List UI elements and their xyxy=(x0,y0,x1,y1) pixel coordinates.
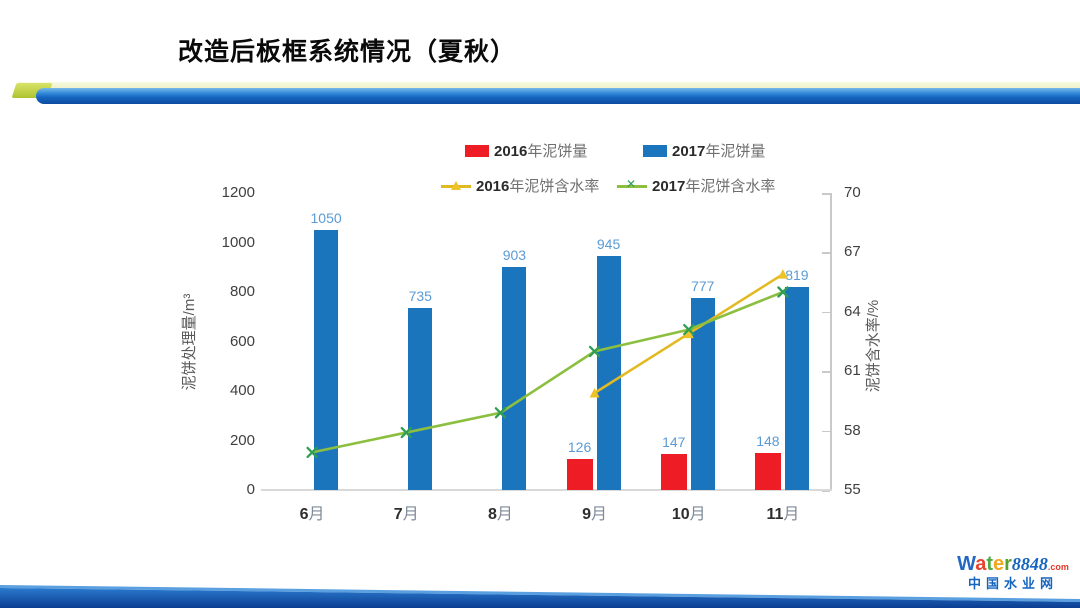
right-axis-tick xyxy=(822,311,830,314)
legend-item-2016年泥饼含水率: 2016年泥饼含水率 xyxy=(441,175,599,196)
legend-label: 2016年泥饼含水率 xyxy=(476,178,600,195)
bar-2016年泥饼量-11月 xyxy=(754,453,781,490)
combo-chart: 0 200 400 600 800 1000 1200 55 58 61 64 67 70 泥饼处理量/m… xyxy=(165,128,895,528)
right-axis-tick xyxy=(822,371,830,373)
legend-line-icon xyxy=(441,179,471,193)
x-axis-label: 7月 xyxy=(393,506,419,523)
left-axis-tick-label: 1000 xyxy=(221,233,255,251)
right-axis-tick-label: 58 xyxy=(844,421,861,439)
x-axis-label: 11月 xyxy=(766,506,800,523)
x-axis-label: 9月 xyxy=(582,506,608,523)
bar-value-label: 1050 xyxy=(310,210,342,227)
legend-label: 2016年泥饼量 xyxy=(494,143,588,160)
logo-dot-com: .com xyxy=(1047,562,1069,572)
legend-swatch xyxy=(643,144,667,157)
legend-label: 2017年泥饼量 xyxy=(672,143,766,160)
legend-item-2017年泥饼含水率: ✕ 2017年泥饼含水率 xyxy=(617,175,775,196)
bar-2017年泥饼量-11月 xyxy=(784,287,809,490)
bar-value-label: 903 xyxy=(502,246,527,263)
divider-yellow-strip xyxy=(18,82,1080,91)
bar-2017年泥饼量-9月 xyxy=(596,256,621,490)
logo-letter: W xyxy=(957,553,976,575)
page-title: 改造后板框系统情况（夏秋） xyxy=(178,39,517,66)
x-axis-label: 6月 xyxy=(299,506,325,523)
right-axis-tick xyxy=(822,430,830,433)
legend-swatch xyxy=(465,144,489,157)
left-axis-tick-label: 1200 xyxy=(221,184,255,201)
bar-2016年泥饼量-9月 xyxy=(566,458,593,490)
logo-subtitle: 中国水业网 xyxy=(967,576,1058,591)
bar-2017年泥饼量-10月 xyxy=(690,297,715,490)
left-axis-tick-label: 400 xyxy=(229,382,255,399)
divider-blue-bar xyxy=(36,88,1080,104)
right-axis-tick xyxy=(822,193,830,195)
right-axis-tick-label: 67 xyxy=(844,243,861,261)
logo-letter: e xyxy=(993,553,1005,575)
water8848-logo: Water8848.com 中国水业网 xyxy=(948,554,1078,591)
legend-item-2016年泥饼量: 2016年泥饼量 xyxy=(465,140,587,161)
x-axis-label: 8月 xyxy=(487,506,513,523)
bar-2016年泥饼量-10月 xyxy=(660,453,687,490)
bar-value-label: 777 xyxy=(691,277,715,294)
bar-2017年泥饼量-7月 xyxy=(408,308,433,490)
bar-2017年泥饼量-6月 xyxy=(314,230,339,490)
right-axis-tick-label: 55 xyxy=(844,481,861,498)
bar-value-label: 819 xyxy=(785,267,809,284)
bar-2017年泥饼量-8月 xyxy=(502,266,527,490)
x-axis-label: 10月 xyxy=(671,506,706,523)
bar-value-label: 945 xyxy=(596,236,621,253)
left-axis-tick-label: 200 xyxy=(229,431,255,449)
bottom-band-decoration xyxy=(0,585,1080,608)
left-axis-tick-label: 600 xyxy=(229,332,255,350)
right-axis-tick-label: 64 xyxy=(844,302,861,320)
logo-letter: t xyxy=(986,553,993,575)
logo-wordmark: Water8848.com xyxy=(948,554,1078,575)
logo-8848: 8848 xyxy=(1011,554,1048,574)
x-axis-line xyxy=(261,489,832,491)
right-axis-line xyxy=(830,193,832,490)
bar-value-label: 735 xyxy=(408,288,432,305)
logo-letter: a xyxy=(975,553,987,575)
logo-water-letters: Water xyxy=(957,553,1012,575)
right-axis-tick xyxy=(822,252,830,254)
legend-label: 2017年泥饼含水率 xyxy=(652,178,776,195)
right-axis-tick-label: 70 xyxy=(844,184,861,201)
left-axis-title: 泥饼处理量/m³ xyxy=(181,293,198,391)
left-axis-tick-label: 800 xyxy=(229,283,255,300)
right-axis-tick-label: 61 xyxy=(844,362,861,380)
legend-line-icon: ✕ xyxy=(617,177,647,193)
left-axis-tick-label: 0 xyxy=(246,481,255,498)
logo-letter: r xyxy=(1004,553,1012,575)
legend-item-2017年泥饼量: 2017年泥饼量 xyxy=(643,140,765,161)
right-axis-title: 泥饼含水率/% xyxy=(865,299,882,393)
